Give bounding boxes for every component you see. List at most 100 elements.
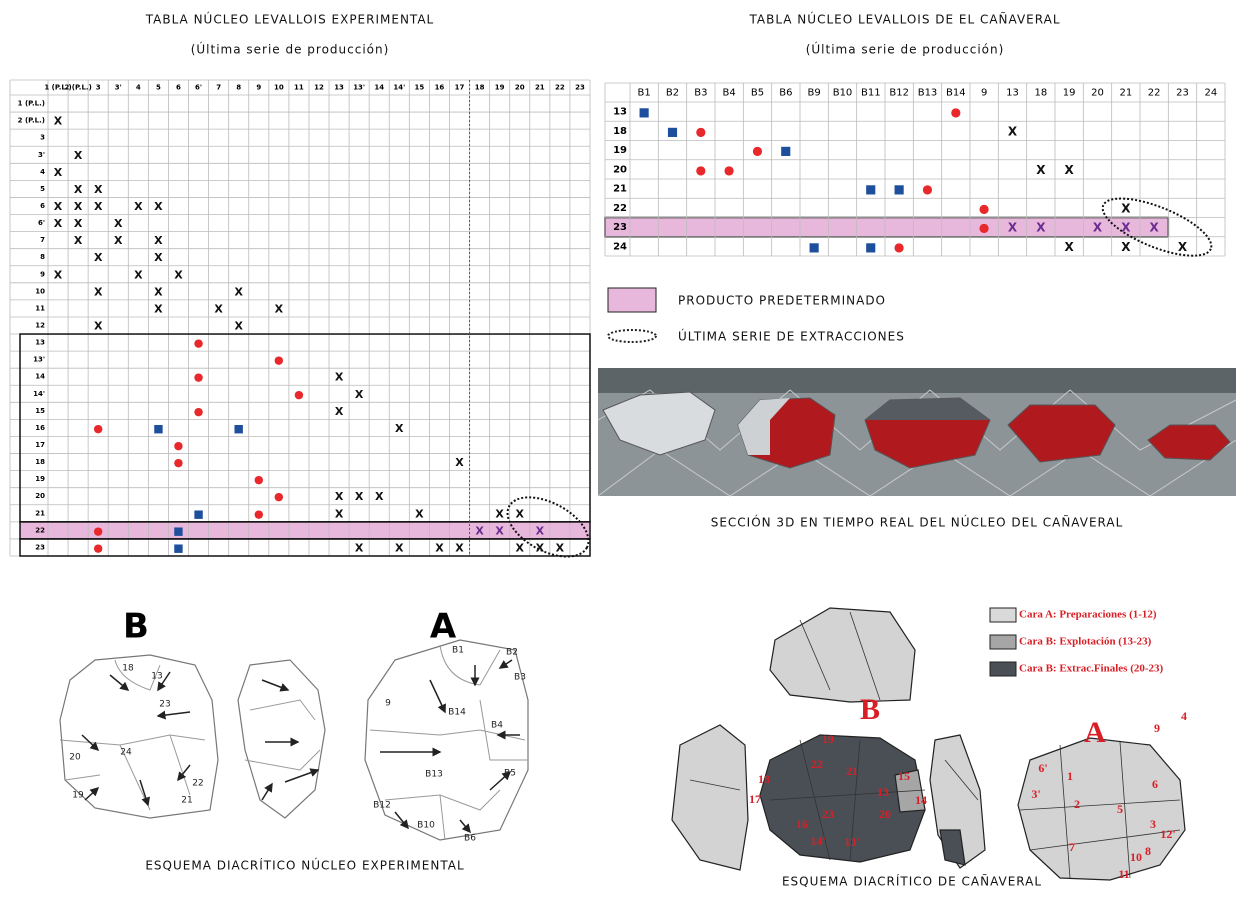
cell-mark: X <box>455 456 464 469</box>
scar-label: 14 <box>915 793 927 807</box>
cell-mark: X <box>74 200 83 213</box>
scar-label: 6' <box>1038 761 1047 775</box>
cell-mark: X <box>355 388 364 401</box>
column-header: B1 <box>638 88 651 99</box>
scar-label: B3 <box>514 673 526 683</box>
row-header: 16 <box>35 424 45 432</box>
cell-mark: ● <box>696 163 706 177</box>
canaveral-sketches <box>672 608 1185 880</box>
column-header: B2 <box>666 88 679 99</box>
legend-label: Cara B: Extrac.Finales (20-23) <box>1019 663 1164 675</box>
cell-mark: X <box>1065 240 1075 254</box>
cell-mark: X <box>154 285 163 298</box>
scar-label: 22 <box>192 779 203 789</box>
column-header: 5 <box>156 84 161 92</box>
cell-mark: ● <box>194 371 204 384</box>
row-header: 13 <box>35 339 45 347</box>
row-header: 10 <box>35 287 45 295</box>
face-label: B <box>123 607 149 647</box>
legend-pink-box <box>608 288 656 312</box>
column-header: 14' <box>393 84 405 92</box>
row-header: 18 <box>613 126 627 137</box>
cell-mark: X <box>74 217 83 230</box>
cell-mark: ■ <box>638 105 649 119</box>
cell-mark: X <box>54 200 63 213</box>
cell-mark: ■ <box>173 541 183 554</box>
row-header: 13 <box>613 107 627 118</box>
row-header: 13' <box>33 356 45 364</box>
legend-swatch <box>990 608 1016 622</box>
cell-mark: ■ <box>193 507 203 520</box>
row-header: 19 <box>35 475 45 483</box>
table <box>10 80 590 556</box>
scar-label: B1 <box>452 646 464 656</box>
row-header: 6' <box>38 219 45 227</box>
cell-mark: ● <box>254 473 264 486</box>
scar-label: B12 <box>373 801 391 811</box>
cell-mark: X <box>455 541 464 554</box>
row-header: 21 <box>35 509 45 517</box>
column-header: 6 <box>176 84 181 92</box>
scar-label: 10 <box>1130 850 1142 864</box>
face-label: B <box>860 693 880 726</box>
cell-mark: X <box>335 507 344 520</box>
column-header: 15 <box>414 84 424 92</box>
legend-label: Cara B: Explotación (13-23) <box>1019 636 1152 648</box>
cell-mark: ● <box>93 524 103 537</box>
cell-mark: X <box>536 541 545 554</box>
cell-mark: X <box>94 251 103 264</box>
cell-mark: ■ <box>667 124 678 138</box>
scar-label: 13 <box>877 785 889 799</box>
cell-mark: X <box>54 115 63 128</box>
cell-mark: ● <box>979 221 989 235</box>
cell-mark: X <box>515 541 524 554</box>
cell-mark: X <box>375 490 384 503</box>
scar-label: B10 <box>417 821 435 831</box>
column-header: 3 <box>96 84 101 92</box>
cell-mark: ■ <box>893 182 904 196</box>
row-header: 9 <box>40 270 45 278</box>
cell-mark: X <box>214 302 223 315</box>
scar-label: 7 <box>1069 840 1075 854</box>
cell-mark: X <box>1150 221 1160 235</box>
cell-mark: X <box>94 200 103 213</box>
cell-mark: ■ <box>865 182 876 196</box>
column-header: B4 <box>723 88 736 99</box>
cell-mark: X <box>1065 163 1075 177</box>
scar-label: 23 <box>159 700 170 710</box>
legend-swatch <box>990 635 1016 649</box>
scar-label: 15 <box>898 769 910 783</box>
cell-mark: X <box>415 507 424 520</box>
scar-label: 19 <box>822 732 834 746</box>
row-header: 14' <box>33 390 45 398</box>
scar-label: B13 <box>425 770 443 780</box>
scheme-caption: ESQUEMA DIACRÍTICO DE CAÑAVERAL <box>782 874 1042 889</box>
cell-mark: X <box>134 200 143 213</box>
column-header: 20 <box>515 84 525 92</box>
column-header: B13 <box>918 88 938 99</box>
cell-mark: X <box>174 268 183 281</box>
cell-mark: ● <box>979 201 989 215</box>
scar-label: 22 <box>811 757 823 771</box>
column-header: 24 <box>1204 88 1217 99</box>
scar-label: 2 <box>1074 797 1080 811</box>
scar-label: B4 <box>491 721 503 731</box>
column-header: 18 <box>1034 88 1047 99</box>
column-header: B3 <box>694 88 707 99</box>
row-header: 24 <box>613 241 627 252</box>
scar-label: 6 <box>1152 777 1158 791</box>
column-header: 4 <box>136 84 141 92</box>
cell-mark: X <box>1121 240 1131 254</box>
row-header: 5 <box>40 185 45 193</box>
row-header: 11 <box>35 304 45 312</box>
cell-mark: X <box>94 285 103 298</box>
scar-label: 13 <box>151 672 162 682</box>
row-header: 12 <box>35 322 45 330</box>
scar-label: 9 <box>1154 721 1160 735</box>
cell-mark: ■ <box>808 240 819 254</box>
cell-mark: X <box>475 524 484 537</box>
cell-mark: X <box>94 183 103 196</box>
scar-label: 1 <box>1067 769 1073 783</box>
column-header: 16 <box>435 84 445 92</box>
column-header: 21 <box>535 84 545 92</box>
